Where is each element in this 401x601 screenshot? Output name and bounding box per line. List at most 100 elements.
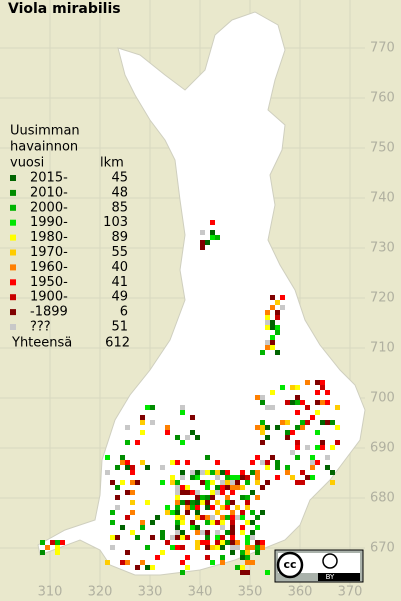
observation-dot <box>125 515 130 520</box>
observation-dot <box>240 510 245 515</box>
observation-dot <box>175 510 180 515</box>
observation-dot <box>275 350 280 355</box>
observation-dot <box>205 240 210 245</box>
legend-count: 41 <box>111 275 128 290</box>
observation-dot <box>270 455 275 460</box>
observation-dot <box>165 425 170 430</box>
observation-dot <box>265 320 270 325</box>
observation-dot <box>325 420 330 425</box>
observation-dot <box>110 545 115 550</box>
observation-dot <box>115 485 120 490</box>
observation-dot <box>255 455 260 460</box>
observation-dot <box>255 475 260 480</box>
observation-dot <box>315 460 320 465</box>
legend-label: 1960- <box>30 260 68 275</box>
observation-dot <box>270 340 275 345</box>
legend-count-header: lkm <box>100 156 124 171</box>
observation-dot <box>210 490 215 495</box>
legend-label: 2010- <box>30 185 68 200</box>
observation-dot <box>230 490 235 495</box>
observation-dot <box>215 545 220 550</box>
legend-count: 103 <box>103 215 128 230</box>
observation-dot <box>115 465 120 470</box>
observation-dot <box>170 480 175 485</box>
observation-dot <box>125 550 130 555</box>
observation-dot <box>175 515 180 520</box>
observation-dot <box>265 405 270 410</box>
observation-dot <box>245 550 250 555</box>
observation-dot <box>315 390 320 395</box>
observation-dot <box>250 535 255 540</box>
observation-dot <box>290 430 295 435</box>
legend-label: 2015- <box>30 171 68 186</box>
observation-dot <box>220 485 225 490</box>
observation-dot <box>270 345 275 350</box>
y-tick-label: 730 <box>370 241 395 256</box>
observation-dot <box>210 515 215 520</box>
observation-dot <box>185 510 190 515</box>
legend-count: 85 <box>111 200 128 215</box>
observation-dot <box>245 495 250 500</box>
legend-count: 45 <box>111 171 128 186</box>
observation-dot <box>210 220 215 225</box>
observation-dot <box>190 415 195 420</box>
observation-dot <box>215 540 220 545</box>
license-badge: cc BY <box>274 549 364 583</box>
observation-dot <box>180 410 185 415</box>
observation-dot <box>210 505 215 510</box>
observation-dot <box>195 545 200 550</box>
observation-dot <box>185 500 190 505</box>
observation-dot <box>145 465 150 470</box>
observation-dot <box>320 400 325 405</box>
observation-dot <box>265 465 270 470</box>
legend-count: 6 <box>120 305 128 320</box>
observation-dot <box>280 305 285 310</box>
observation-dot <box>230 510 235 515</box>
observation-dot <box>220 535 225 540</box>
observation-dot <box>230 480 235 485</box>
observation-dot <box>175 530 180 535</box>
observation-dot <box>245 520 250 525</box>
legend-label: 1990- <box>30 215 68 230</box>
observation-dot <box>295 480 300 485</box>
observation-dot <box>250 490 255 495</box>
x-tick-label: 320 <box>88 585 113 600</box>
cc-text: cc <box>283 558 296 571</box>
observation-dot <box>200 530 205 535</box>
observation-dot <box>205 520 210 525</box>
observation-dot <box>175 500 180 505</box>
observation-dot <box>285 465 290 470</box>
observation-dot <box>130 465 135 470</box>
observation-dot <box>220 525 225 530</box>
x-tick-label: 350 <box>238 585 263 600</box>
y-tick-label: 700 <box>370 391 395 406</box>
legend-count: 48 <box>111 185 128 200</box>
legend-swatch <box>10 264 16 271</box>
observation-dot <box>195 510 200 515</box>
observation-dot <box>315 410 320 415</box>
observation-dot <box>260 485 265 490</box>
observation-dot <box>240 570 245 575</box>
observation-dot <box>185 535 190 540</box>
observation-dot <box>170 510 175 515</box>
observation-dot <box>200 480 205 485</box>
observation-dot <box>215 530 220 535</box>
observation-dot <box>105 455 110 460</box>
observation-dot <box>280 295 285 300</box>
observation-dot <box>255 550 260 555</box>
observation-dot <box>230 540 235 545</box>
observation-dot <box>330 480 335 485</box>
observation-dot <box>235 485 240 490</box>
y-tick-label: 750 <box>370 141 395 156</box>
observation-dot <box>275 465 280 470</box>
observation-dot <box>265 310 270 315</box>
observation-dot <box>305 445 310 450</box>
y-tick-label: 690 <box>370 441 395 456</box>
legend-total: 612 <box>105 336 130 351</box>
legend-swatch <box>10 294 16 301</box>
observation-dot <box>230 475 235 480</box>
legend-header: havainnon <box>10 140 78 155</box>
observation-dot <box>110 510 115 515</box>
observation-dot <box>215 500 220 505</box>
observation-dot <box>250 530 255 535</box>
